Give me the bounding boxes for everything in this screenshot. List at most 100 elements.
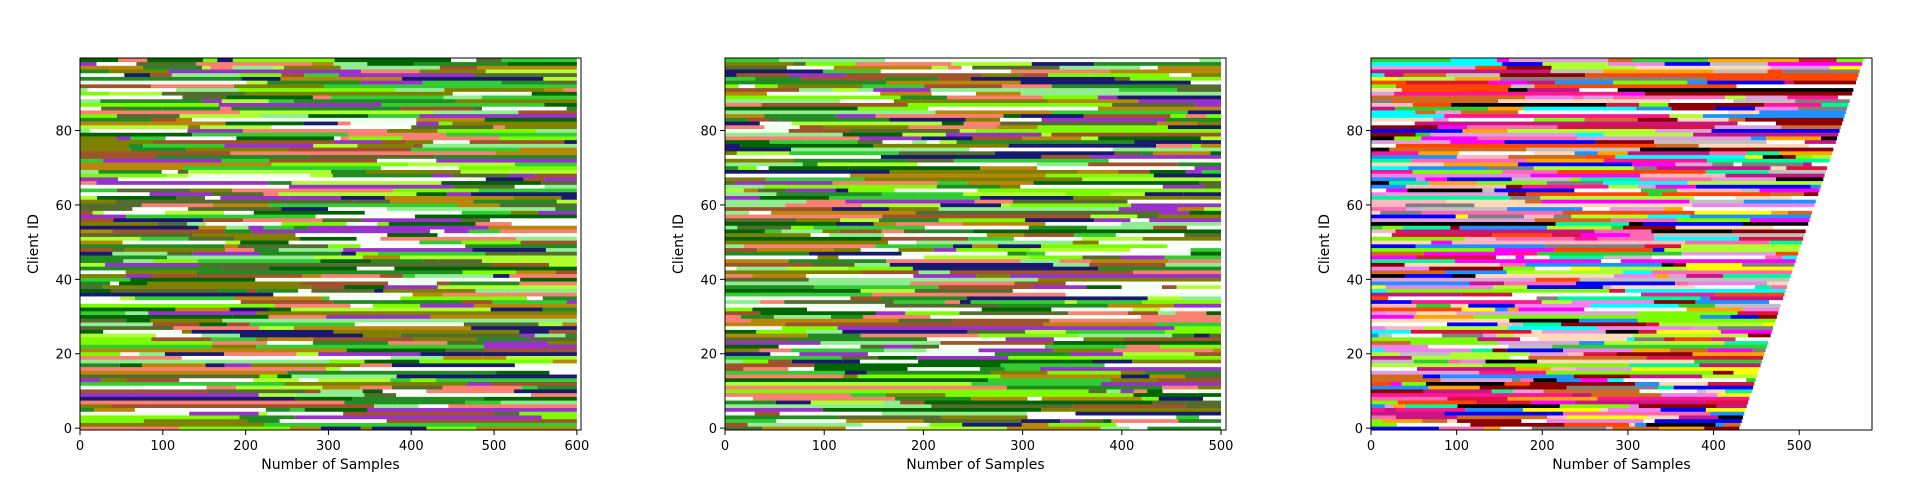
bar-segment <box>1371 165 1409 170</box>
bar-segment <box>80 400 148 405</box>
bar-segment <box>725 359 743 364</box>
y-tick-label: 80 <box>1346 125 1363 140</box>
bar-segment <box>1385 191 1508 196</box>
bar-segment <box>372 426 427 431</box>
bar-segment <box>1371 151 1419 156</box>
bar-segment <box>1020 258 1060 263</box>
bar-segment <box>1711 128 1840 133</box>
bar-segment <box>1468 303 1515 308</box>
bar-segment <box>1733 98 1796 103</box>
bar-segment <box>80 236 141 241</box>
bar-segment <box>549 370 577 375</box>
bar-segment <box>1166 117 1222 122</box>
bar-segment <box>454 184 515 189</box>
bar-segment <box>1562 210 1695 215</box>
bar-segment <box>1371 273 1405 278</box>
bar-segment <box>232 58 335 63</box>
bar-segment <box>116 188 191 193</box>
bar-segment <box>80 98 101 103</box>
bar-segment <box>1371 95 1525 100</box>
bar-segment <box>1010 203 1132 208</box>
bar-segment <box>1176 284 1222 289</box>
bar-segment <box>872 292 1066 297</box>
bar-segment <box>259 325 294 330</box>
bar-segment <box>188 169 332 174</box>
bar-segment <box>295 415 542 420</box>
bar-segment <box>162 106 221 111</box>
bar-segment <box>124 72 151 77</box>
bar-segment <box>1416 255 1496 260</box>
bar-segment <box>725 244 744 249</box>
bar-segment <box>197 258 321 263</box>
bar-segment <box>519 147 577 152</box>
bar-segment <box>1081 236 1143 241</box>
bar-segment <box>1122 318 1222 323</box>
bar-segment <box>186 147 289 152</box>
bar-segment <box>1707 158 1830 163</box>
bar-segment <box>80 87 88 92</box>
bar-segment <box>120 296 135 301</box>
bar-segment <box>1507 206 1576 211</box>
bar-segment <box>458 165 577 170</box>
bar-segment <box>1385 407 1396 412</box>
bar-segment <box>1101 381 1222 386</box>
y-tick-label: 60 <box>1346 199 1363 214</box>
bar-segment <box>188 124 201 130</box>
bar-segment <box>472 329 520 334</box>
bar-segment <box>764 124 800 130</box>
bar-segment <box>1088 389 1107 394</box>
bar-segment <box>863 314 880 319</box>
bar-segment <box>1391 232 1493 237</box>
bar-segment <box>725 292 873 297</box>
bar-segment <box>1692 203 1794 208</box>
bar-segment <box>80 225 199 230</box>
bar-segment <box>1162 389 1222 394</box>
bar-segment <box>288 195 341 200</box>
bar-segment <box>130 147 187 152</box>
bar-segment <box>179 426 290 431</box>
bar-segment <box>1601 258 1621 263</box>
bar-segment <box>1068 310 1128 316</box>
bar-segment <box>799 124 823 130</box>
bar-segment <box>119 281 148 286</box>
bar-segment <box>1656 329 1721 334</box>
bar-segment <box>1767 281 1789 286</box>
x-axis-label: Number of Samples <box>261 457 399 473</box>
bar-segment <box>768 359 792 364</box>
bar-segment <box>509 273 577 278</box>
bar-segment <box>80 333 157 338</box>
bar-segment <box>1471 348 1493 353</box>
bar-segment <box>167 251 193 256</box>
bar-segment <box>419 240 462 245</box>
bar-segment <box>1659 426 1705 431</box>
bar-segment <box>171 72 240 77</box>
bar-segment <box>176 195 205 200</box>
bar-segment <box>80 154 156 159</box>
bar-segment <box>103 158 222 163</box>
bar-segment <box>1371 124 1439 130</box>
bar-segment <box>80 184 290 189</box>
bar-segment <box>116 113 180 118</box>
bar-segment <box>1609 206 1665 211</box>
bar-segment <box>1629 403 1639 409</box>
bar-segment <box>199 262 494 267</box>
bar-segment <box>1086 284 1122 289</box>
bar-segment <box>1573 95 1584 100</box>
bar-segment <box>1636 106 1672 111</box>
bar-segment <box>1689 214 1811 219</box>
bar-segment <box>1447 396 1508 401</box>
bar-segment <box>1059 258 1069 263</box>
bar-segment <box>900 95 948 100</box>
bar-segment <box>80 385 145 390</box>
bar-segment <box>80 273 126 278</box>
bar-segment <box>1636 76 1664 81</box>
bar-segment <box>939 344 1045 349</box>
bar-segment <box>322 296 330 301</box>
bar-segment <box>374 288 384 293</box>
bar-segment <box>543 76 577 81</box>
bar-segment <box>917 355 1009 360</box>
bar-segment <box>725 314 741 319</box>
bar-segment <box>945 132 1042 137</box>
bar-segment <box>1528 355 1647 360</box>
bar-segment <box>1371 162 1444 167</box>
